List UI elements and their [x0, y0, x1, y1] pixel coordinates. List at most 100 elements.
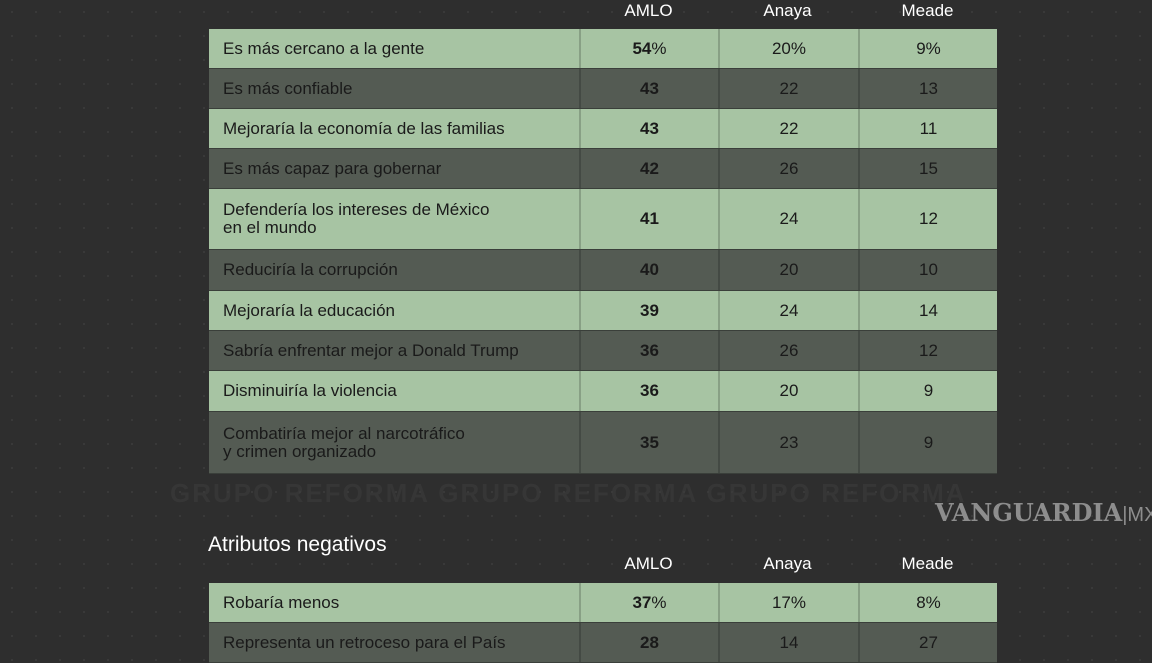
table-row: Mejoraría la economía de las familias 43 2…	[209, 109, 997, 149]
table-row: Disminuiría la violencia 36 20 9	[209, 371, 997, 412]
cell-value: 9	[923, 432, 934, 452]
cell-amlo: 37%	[579, 583, 718, 622]
cell-meade: 14	[858, 291, 997, 330]
cell-meade: 11	[858, 109, 997, 148]
row-label-text: Es más capaz para gobernar	[223, 158, 442, 178]
cell-value: 28	[640, 632, 659, 652]
table-row: Es más cercano a la gente 54% 20% 9%	[209, 29, 997, 69]
column-header-anaya: Anaya	[763, 1, 812, 20]
cell-value: 20	[771, 38, 791, 58]
row-label-text: Disminuiría la violencia	[223, 381, 397, 400]
cell-meade: 13	[858, 69, 997, 108]
cell-amlo: 35	[579, 412, 718, 473]
cell-value: 20	[779, 381, 799, 400]
row-label-text: Es más cercano a la gente	[223, 38, 425, 58]
cell-anaya: 14	[718, 623, 858, 662]
row-label: Robaría menos	[209, 583, 579, 622]
cell-anaya: 24	[718, 189, 858, 249]
cell-amlo: 36	[579, 371, 718, 411]
cell-value: 10	[919, 260, 938, 279]
cell-value: 37	[632, 592, 652, 612]
negative-attributes-title: Atributos negativos	[208, 533, 387, 556]
cell-meade: 27	[858, 623, 997, 662]
table-row: Mejoraría la educación 39 24 14	[209, 291, 997, 331]
row-label-text: Mejoraría la economía de las familias	[223, 118, 505, 138]
column-header-amlo: AMLO	[624, 554, 673, 573]
table-row: Es más confiable 43 22 13	[209, 69, 997, 109]
cell-amlo: 41	[579, 189, 718, 249]
cell-value: 14	[779, 632, 799, 652]
row-label-text: Combatiría mejor al narcotráfico y crime…	[223, 423, 465, 461]
cell-value: 8	[916, 592, 926, 612]
cell-anaya: 22	[718, 109, 858, 148]
cell-meade: 9	[858, 371, 997, 411]
row-label: Defendería los intereses de México en el…	[209, 189, 579, 249]
cell-meade: 9	[858, 412, 997, 473]
cell-anaya: 26	[718, 149, 858, 188]
cell-value: 26	[779, 158, 799, 178]
row-label: Es más confiable	[209, 69, 579, 108]
row-label: Disminuiría la violencia	[209, 371, 579, 411]
table-row: Sabría enfrentar mejor a Donald Trump 36 2…	[209, 331, 997, 371]
row-label: Es más cercano a la gente	[209, 29, 579, 68]
cell-amlo: 54%	[579, 29, 718, 68]
cell-value: 40	[640, 260, 659, 279]
watermark-text: GRUPO REFORMA GRUPO REFORMA GRUPO REFORM…	[170, 478, 967, 508]
row-label: Mejoraría la educación	[209, 291, 579, 330]
cell-anaya: 20	[718, 250, 858, 290]
table-row: Robaría menos 37% 17% 8%	[209, 583, 997, 623]
cell-anaya: 26	[718, 331, 858, 370]
column-header-meade: Meade	[901, 554, 954, 573]
cell-meade: 15	[858, 149, 997, 188]
cell-value: 22	[779, 78, 799, 98]
row-label: Combatiría mejor al narcotráfico y crime…	[209, 412, 579, 473]
row-label-text: Robaría menos	[223, 592, 340, 612]
cell-amlo: 36	[579, 331, 718, 370]
cell-meade: 12	[858, 189, 997, 249]
row-label-text: Es más confiable	[223, 78, 353, 98]
table-row: Defendería los intereses de México en el…	[209, 189, 997, 250]
percent-sign: %	[651, 38, 667, 58]
cell-value: 39	[640, 300, 659, 320]
cell-meade: 9%	[858, 29, 997, 68]
cell-value: 17	[771, 592, 791, 612]
row-label-text: Representa un retroceso para el País	[223, 632, 506, 652]
row-label: Sabría enfrentar mejor a Donald Trump	[209, 331, 579, 370]
vanguardia-logo: VANGUARDIA|MX	[935, 498, 1152, 527]
row-label: Es más capaz para gobernar	[209, 149, 579, 188]
negative-attributes-table: Robaría menos 37% 17% 8% Representa un retro…	[209, 583, 997, 663]
row-label: Representa un retroceso para el País	[209, 623, 579, 662]
cell-value: 22	[779, 118, 799, 138]
cell-amlo: 42	[579, 149, 718, 188]
cell-value: 12	[919, 209, 938, 228]
cell-value: 14	[919, 300, 938, 320]
column-header-anaya: Anaya	[763, 554, 812, 573]
cell-value: 43	[640, 118, 659, 138]
cell-anaya: 23	[718, 412, 858, 473]
cell-value: 12	[919, 340, 938, 360]
cell-amlo: 43	[579, 69, 718, 108]
table-row: Representa un retroceso para el País 28 14…	[209, 623, 997, 663]
cell-meade: 12	[858, 331, 997, 370]
cell-meade: 8%	[858, 583, 997, 622]
cell-anaya: 20	[718, 371, 858, 411]
cell-value: 24	[779, 300, 799, 320]
column-header-meade: Meade	[901, 1, 954, 20]
cell-value: 15	[919, 158, 938, 178]
cell-meade: 10	[858, 250, 997, 290]
column-header-amlo: AMLO	[624, 1, 673, 20]
row-label: Reduciría la corrupción	[209, 250, 579, 290]
cell-value: 9	[916, 38, 926, 58]
cell-anaya: 24	[718, 291, 858, 330]
cell-value: 23	[779, 432, 799, 452]
cell-value: 35	[640, 432, 659, 452]
table-row: Es más capaz para gobernar 42 26 15	[209, 149, 997, 189]
cell-value: 42	[640, 158, 659, 178]
row-label-text: Reduciría la corrupción	[223, 260, 398, 279]
cell-anaya: 22	[718, 69, 858, 108]
cell-anaya: 17%	[718, 583, 858, 622]
cell-value: 54	[632, 38, 652, 58]
percent-sign: %	[790, 38, 807, 58]
percent-sign: %	[925, 38, 941, 58]
percent-sign: %	[790, 592, 807, 612]
